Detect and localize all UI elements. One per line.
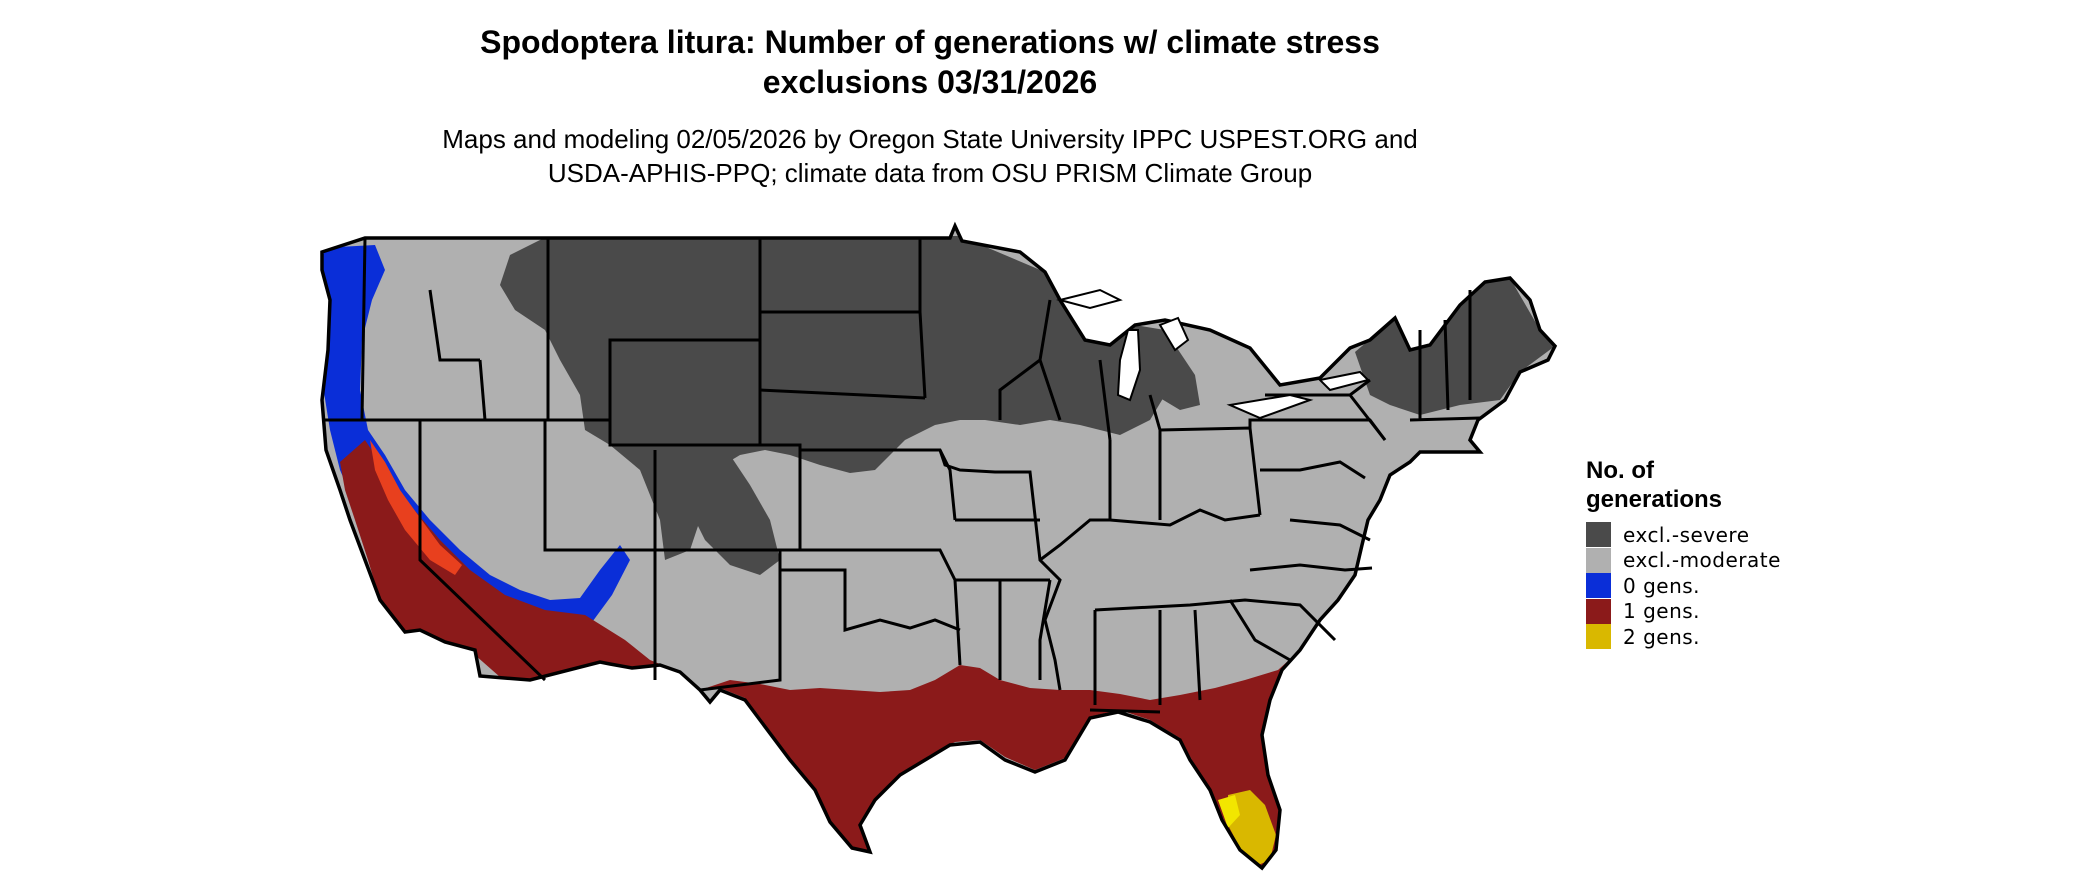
severe-exclusion-rockies	[685, 450, 780, 575]
one-gen-highlight-california	[370, 440, 462, 575]
one-gen-southwest	[340, 440, 710, 705]
legend-item-two-gens: 2 gens.	[1586, 624, 1781, 650]
legend-item-severe: excl.-severe	[1586, 522, 1781, 548]
legend: No. of generations excl.-severe excl.-mo…	[1586, 456, 1781, 650]
severe-exclusion-michigan	[1140, 330, 1200, 410]
legend-label: 2 gens.	[1623, 624, 1701, 649]
severe-exclusion-northeast	[1355, 278, 1555, 415]
map-title: Spodoptera litura: Number of generations…	[300, 22, 1560, 102]
severe-exclusion-region	[500, 236, 1180, 560]
legend-label: 0 gens.	[1623, 573, 1701, 598]
title-line-2: exclusions 03/31/2026	[762, 64, 1098, 100]
legend-item-one-gen: 1 gens.	[1586, 598, 1781, 625]
legend-title: No. of generations	[1586, 456, 1781, 514]
legend-swatch	[1586, 547, 1611, 573]
legend-label: excl.-severe	[1623, 522, 1750, 547]
legend-label: 1 gens.	[1623, 599, 1701, 624]
subtitle-line-2: USDA-APHIS-PPQ; climate data from OSU PR…	[547, 158, 1313, 188]
legend-swatch	[1586, 522, 1611, 548]
two-gens-florida-bright	[1218, 795, 1240, 828]
one-gen-highlight-nc	[1356, 575, 1372, 602]
legend-swatch	[1586, 573, 1611, 599]
legend-title-line-2: generations	[1586, 486, 1723, 513]
one-gen-gulf-coast	[700, 650, 1300, 866]
legend-item-moderate: excl.-moderate	[1586, 547, 1781, 574]
legend-title-line-1: No. of	[1586, 457, 1654, 484]
title-line-1: Spodoptera litura: Number of generations…	[480, 24, 1380, 60]
legend-item-zero-gens: 0 gens.	[1586, 573, 1781, 599]
legend-items: excl.-severe excl.-moderate 0 gens. 1 ge…	[1586, 522, 1781, 650]
map-subtitle: Maps and modeling 02/05/2026 by Oregon S…	[300, 122, 1560, 190]
legend-label: excl.-moderate	[1623, 548, 1781, 573]
legend-swatch	[1586, 624, 1611, 650]
great-lakes	[1056, 288, 1370, 420]
legend-swatch	[1586, 598, 1611, 624]
subtitle-line-1: Maps and modeling 02/05/2026 by Oregon S…	[442, 124, 1418, 154]
